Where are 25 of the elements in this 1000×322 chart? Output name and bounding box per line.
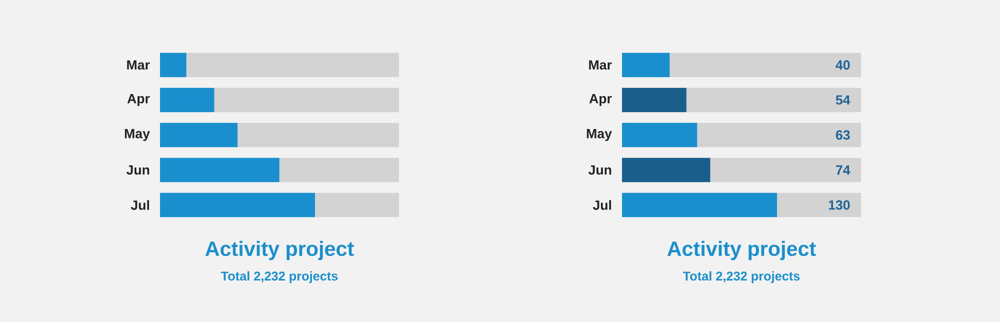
bar bbox=[160, 122, 238, 148]
data-label: 63 bbox=[836, 130, 850, 140]
y-tick-label: Jun bbox=[588, 165, 612, 175]
data-label: 54 bbox=[836, 95, 850, 105]
text: Activity project bbox=[205, 240, 354, 260]
y-tick-label: Mar bbox=[127, 60, 150, 70]
y-tick-label: Mar bbox=[589, 60, 612, 70]
bar bbox=[622, 122, 698, 148]
y-tick-label: May bbox=[124, 129, 150, 141]
text: Total 2,232 projects bbox=[682, 271, 800, 284]
y-tick-label: Apr bbox=[127, 94, 150, 106]
bar bbox=[622, 88, 686, 112]
y-tick-label: May bbox=[586, 129, 612, 141]
y-tick-label: Jul bbox=[592, 200, 612, 210]
bar bbox=[622, 52, 670, 78]
y-tick-label: Apr bbox=[589, 94, 612, 106]
bar bbox=[160, 52, 186, 78]
data-label: 40 bbox=[836, 60, 850, 70]
text: Total 2,232 projects bbox=[220, 271, 338, 284]
y-tick-label: Jul bbox=[130, 200, 150, 210]
bar bbox=[160, 88, 214, 112]
text: Activity project bbox=[667, 240, 816, 260]
y-tick-label: Jun bbox=[126, 165, 150, 175]
data-label: 74 bbox=[836, 165, 850, 175]
data-label: 130 bbox=[828, 200, 850, 210]
